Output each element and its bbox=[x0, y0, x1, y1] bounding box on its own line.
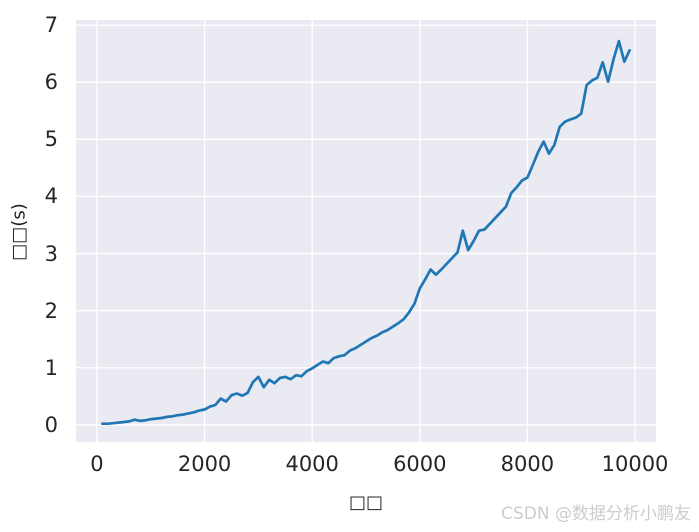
x-tick-label: 8000 bbox=[500, 452, 555, 476]
x-axis-label: □□ bbox=[348, 492, 384, 513]
y-tick-label: 7 bbox=[44, 13, 58, 38]
x-tick-label: 6000 bbox=[393, 452, 447, 476]
plot-area bbox=[76, 20, 656, 442]
y-tick-label: 6 bbox=[44, 70, 58, 95]
series-elapsed-time-seconds bbox=[101, 39, 631, 426]
y-axis-label: □□(s) bbox=[8, 203, 30, 261]
y-tick-label: 0 bbox=[44, 412, 58, 437]
x-tick-label: 0 bbox=[90, 452, 104, 476]
x-tick-label: 4000 bbox=[285, 452, 339, 476]
y-tick-label: 2 bbox=[44, 298, 58, 323]
x-tick-label: 2000 bbox=[177, 452, 232, 476]
line-chart bbox=[76, 20, 656, 442]
y-tick-label: 5 bbox=[44, 127, 58, 152]
watermark: CSDN @数据分析小鹏友 bbox=[501, 504, 691, 524]
x-tick-label: 10000 bbox=[601, 452, 669, 476]
y-tick-label: 1 bbox=[44, 355, 58, 380]
